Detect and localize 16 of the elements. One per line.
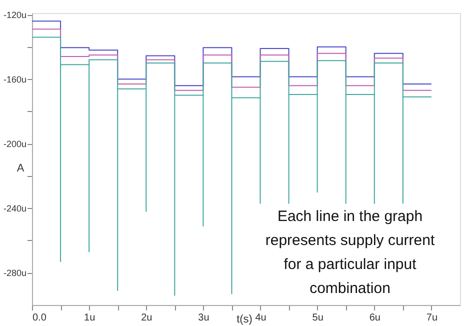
x-axis-title: t(s) (236, 314, 252, 326)
x-tick-label: 5u (312, 312, 324, 324)
y-tick-label: -160u (3, 74, 26, 85)
y-tick-label: -200u (3, 139, 26, 150)
y-tick-label: -120u (3, 10, 26, 20)
x-tick-label: 6u (369, 312, 380, 324)
x-tick-label: 7u (426, 312, 438, 324)
x-tick-label: 1u (84, 312, 96, 324)
x-tick-label: 4u (255, 312, 266, 324)
x-tick-label: 2u (141, 312, 152, 324)
x-tick-label: 3u (198, 312, 210, 324)
y-tick-label: -280u (3, 268, 26, 278)
y-axis-title: A (16, 162, 25, 174)
x-tick-label: 0.0 (32, 312, 47, 324)
annotation: Each line in the graph represents supply current for a particular input combination (265, 208, 436, 297)
y-tick-label: -240u (3, 204, 26, 214)
